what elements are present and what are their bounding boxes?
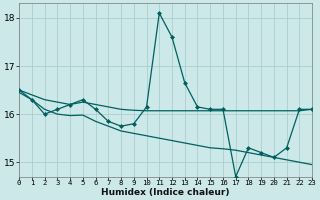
X-axis label: Humidex (Indice chaleur): Humidex (Indice chaleur) [101, 188, 230, 197]
